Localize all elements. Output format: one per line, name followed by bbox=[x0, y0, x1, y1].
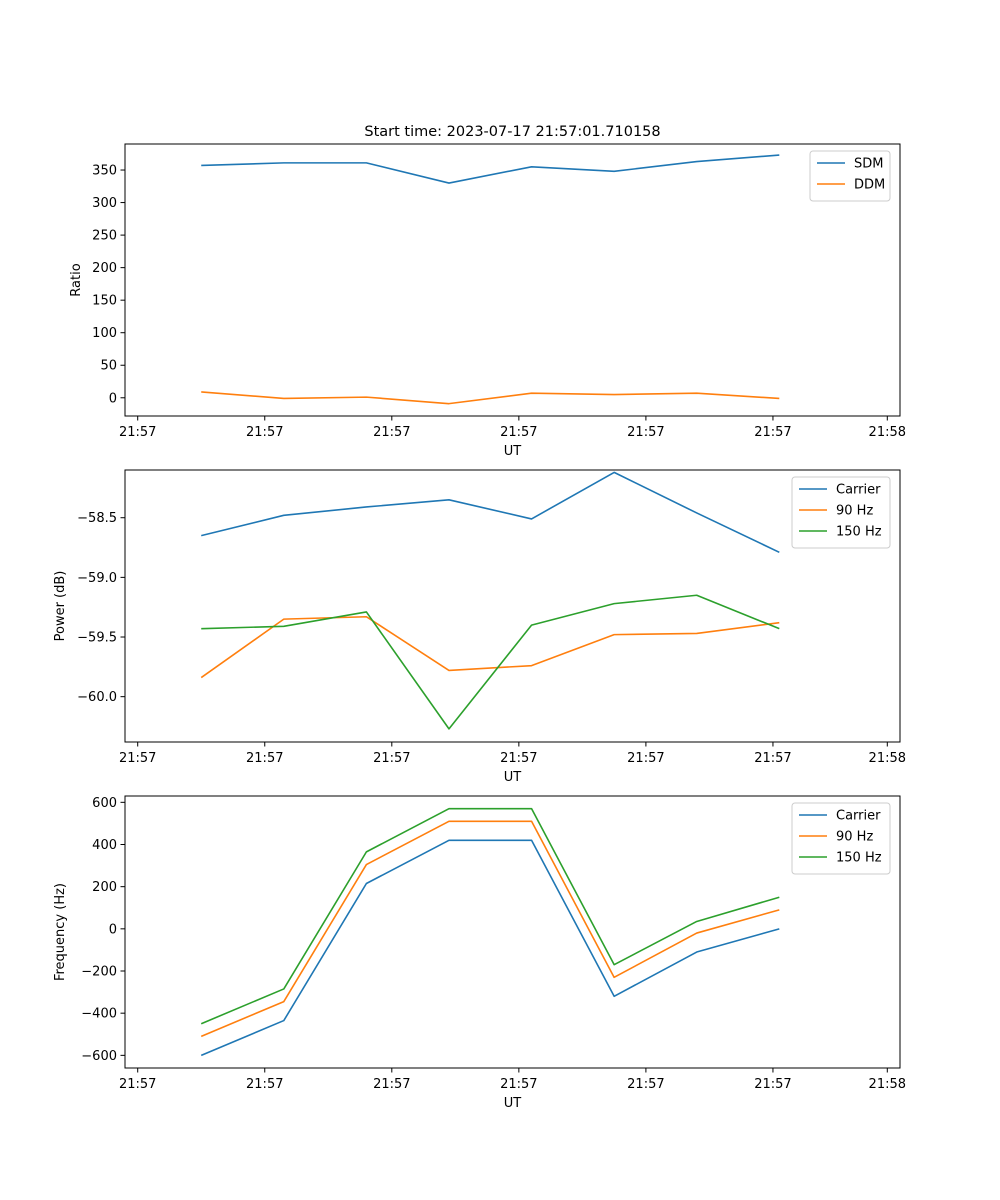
legend-label: SDM bbox=[854, 157, 883, 172]
y-tick-label: −200 bbox=[81, 965, 117, 980]
x-tick-label: 21:57 bbox=[246, 425, 283, 440]
x-tick-label: 21:57 bbox=[500, 1077, 537, 1092]
axes-frame bbox=[124, 795, 901, 1069]
series-line-ddm bbox=[201, 391, 780, 405]
y-tick-label: 400 bbox=[92, 838, 117, 853]
x-tick-label: 21:57 bbox=[754, 751, 791, 766]
legend-label: 90 Hz bbox=[836, 504, 873, 519]
y-tick-label: −58.5 bbox=[77, 511, 117, 526]
x-tick-label: 21:57 bbox=[246, 1077, 283, 1092]
x-tick-label: 21:57 bbox=[627, 751, 664, 766]
y-tick-label: 600 bbox=[92, 796, 117, 811]
x-tick-label: 21:57 bbox=[500, 425, 537, 440]
x-tick-label: 21:57 bbox=[119, 425, 156, 440]
y-tick-label: 150 bbox=[92, 294, 117, 309]
legend-label: 90 Hz bbox=[836, 830, 873, 845]
y-tick-label: 0 bbox=[109, 922, 117, 937]
y-tick-label: −59.0 bbox=[77, 571, 117, 586]
x-tick-label: 21:57 bbox=[627, 1077, 664, 1092]
x-tick-label: 21:57 bbox=[500, 751, 537, 766]
x-tick-label: 21:57 bbox=[373, 425, 410, 440]
y-tick-label: 200 bbox=[92, 261, 117, 276]
x-tick-label: 21:57 bbox=[373, 1077, 410, 1092]
y-tick-label: −60.0 bbox=[77, 690, 117, 705]
legend-label: Carrier bbox=[836, 809, 881, 824]
y-tick-label: 100 bbox=[92, 326, 117, 341]
plot-2: 21:57 21:57 21:57 21:57 21:57 21:57 21:58 −60.0… bbox=[53, 469, 906, 785]
y-tick-label: 300 bbox=[92, 196, 117, 211]
x-tick-label: 21:57 bbox=[373, 751, 410, 766]
x-tick-label: 21:57 bbox=[246, 751, 283, 766]
x-tick-label: 21:58 bbox=[869, 1077, 906, 1092]
y-tick-label: −59.5 bbox=[77, 631, 117, 646]
axes-frame bbox=[124, 143, 901, 417]
series-line-carrier bbox=[201, 471, 780, 554]
x-axis-label: UT bbox=[504, 1096, 522, 1111]
y-tick-label: 0 bbox=[109, 391, 117, 406]
series-line-carrier bbox=[200, 839, 780, 1057]
y-tick-label: 50 bbox=[100, 359, 117, 374]
series-line-90-hz bbox=[200, 615, 780, 679]
x-tick-label: 21:57 bbox=[627, 425, 664, 440]
y-axis-label: Ratio bbox=[69, 263, 84, 296]
y-axis-label: Power (dB) bbox=[53, 571, 68, 642]
series-line-150-hz bbox=[200, 807, 780, 1025]
figure-title: Start time: 2023-07-17 21:57:01.710158 bbox=[364, 124, 660, 140]
y-tick-label: −600 bbox=[81, 1049, 117, 1064]
plot-1: 21:57 21:57 21:57 21:57 21:57 21:57 21:58 0 50 10… bbox=[69, 143, 906, 459]
series-line-150-hz bbox=[201, 594, 780, 730]
series-line-sdm bbox=[201, 154, 780, 184]
x-tick-label: 21:58 bbox=[869, 751, 906, 766]
x-tick-label: 21:57 bbox=[119, 751, 156, 766]
legend-label: 150 Hz bbox=[836, 525, 882, 540]
plots-container: 21:57 21:57 21:57 21:57 21:57 21:57 21:58 0 50 10… bbox=[53, 143, 906, 1111]
y-axis-label: Frequency (Hz) bbox=[53, 883, 68, 981]
x-tick-label: 21:57 bbox=[119, 1077, 156, 1092]
y-tick-label: 350 bbox=[92, 164, 117, 179]
x-tick-label: 21:57 bbox=[754, 425, 791, 440]
x-tick-label: 21:57 bbox=[754, 1077, 791, 1092]
axes-frame bbox=[124, 469, 901, 743]
x-axis-label: UT bbox=[504, 770, 522, 785]
x-tick-label: 21:58 bbox=[869, 425, 906, 440]
y-tick-label: 250 bbox=[92, 229, 117, 244]
x-axis-label: UT bbox=[504, 444, 522, 459]
series-line-90-hz bbox=[200, 820, 780, 1038]
legend-label: Carrier bbox=[836, 483, 881, 498]
legend-label: DDM bbox=[854, 178, 885, 193]
plot-3: 21:57 21:57 21:57 21:57 21:57 21:57 21:58 −600 −… bbox=[53, 795, 906, 1111]
legend-label: 150 Hz bbox=[836, 851, 882, 866]
y-tick-label: −400 bbox=[81, 1007, 117, 1022]
y-tick-label: 200 bbox=[92, 880, 117, 895]
